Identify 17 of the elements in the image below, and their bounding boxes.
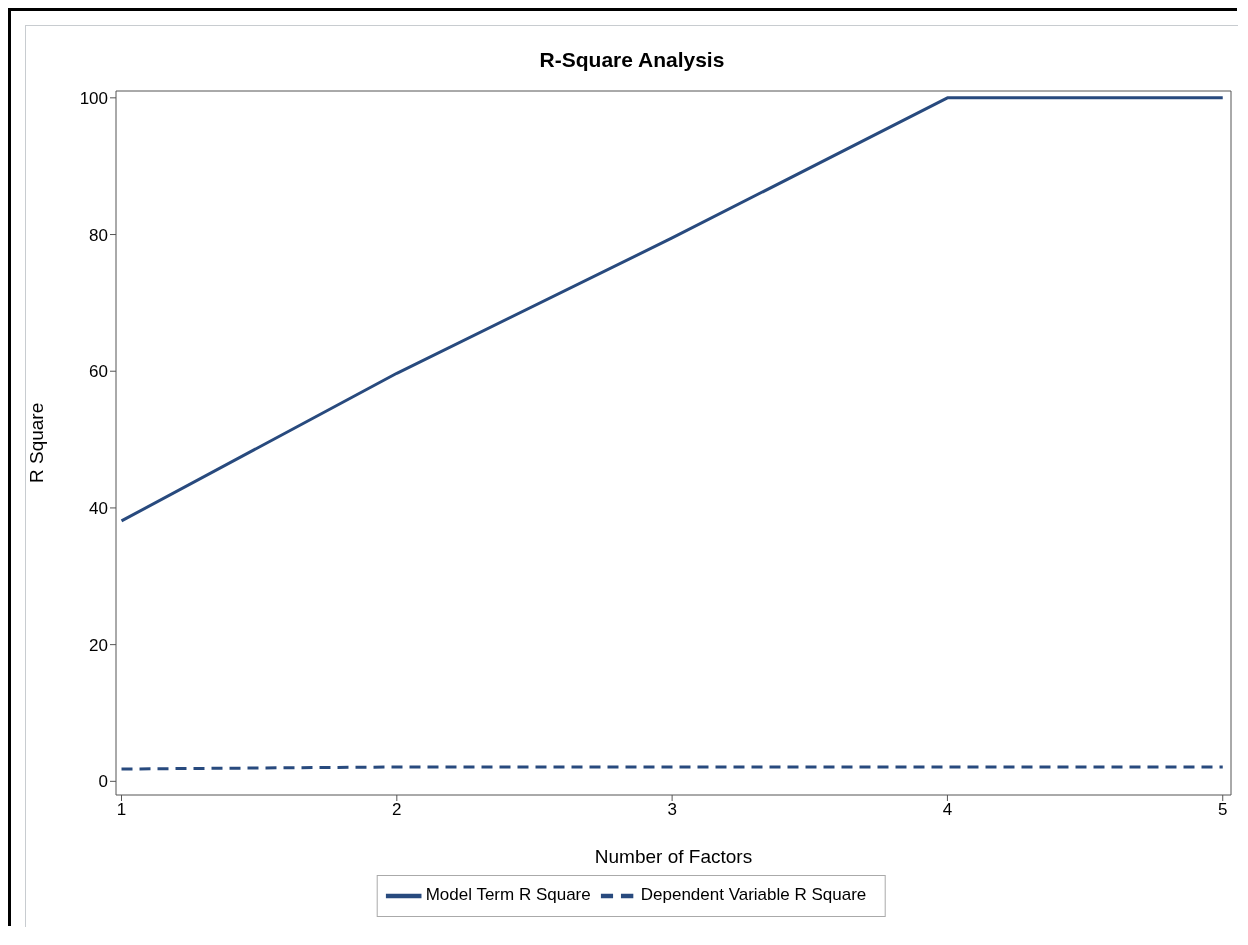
y-tick-label: 100 <box>79 88 108 108</box>
y-tick-label: 40 <box>89 498 108 518</box>
x-axis-title: Number of Factors <box>594 846 753 867</box>
chart-title: R-Square Analysis <box>538 48 726 73</box>
y-tick-label: 80 <box>89 225 108 245</box>
x-tick-label: 4 <box>942 800 953 820</box>
y-tick-label: 0 <box>98 772 108 792</box>
legend-label: Model Term R Square <box>425 885 591 905</box>
legend-label: Dependent Variable R Square <box>640 885 867 905</box>
y-tick-label: 20 <box>89 635 108 655</box>
x-tick-label: 2 <box>392 800 402 820</box>
x-tick-label: 3 <box>667 800 677 820</box>
y-axis-title: R Square <box>25 402 47 483</box>
line-series <box>120 96 1225 523</box>
y-tick-label: 60 <box>89 362 108 382</box>
x-tick-label: 5 <box>1218 800 1228 820</box>
x-tick-label: 1 <box>116 800 127 820</box>
